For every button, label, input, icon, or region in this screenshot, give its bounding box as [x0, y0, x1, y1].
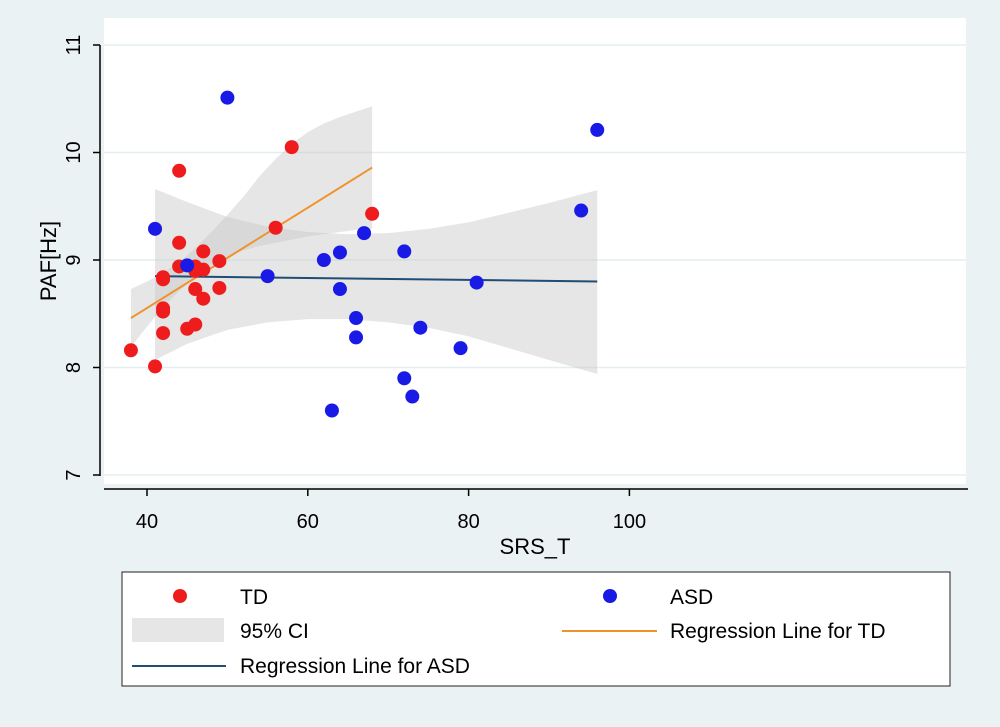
- y-tick-label-9: 9: [63, 254, 85, 265]
- legend-td-line-label: Regression Line for TD: [670, 620, 886, 643]
- x-axis-title: SRS_T: [500, 534, 571, 559]
- td-point-1: [148, 359, 163, 374]
- x-tick-label-80: 80: [457, 511, 479, 533]
- td-point-22: [365, 206, 380, 221]
- asd-point-6: [332, 245, 347, 260]
- asd-point-7: [332, 282, 347, 297]
- asd-point-9: [349, 330, 364, 345]
- td-point-16: [196, 262, 211, 277]
- td-point-20: [268, 220, 283, 235]
- td-point-15: [196, 244, 211, 259]
- legend-td-label: TD: [240, 586, 268, 609]
- gridlines: [104, 44, 966, 476]
- x-tick-label-100: 100: [613, 511, 646, 533]
- x-tick-label-60: 60: [297, 511, 319, 533]
- y-tick-label-8: 8: [63, 362, 85, 373]
- asd-point-12: [397, 371, 412, 386]
- td-point-8: [172, 235, 187, 250]
- td-point-14: [188, 317, 203, 332]
- y-axis-title: PAF[Hz]: [36, 221, 61, 301]
- td-point-5: [156, 304, 171, 319]
- legend-ci-swatch: [132, 618, 224, 642]
- legend-asd-marker: [603, 589, 617, 603]
- asd-point-14: [413, 320, 428, 335]
- plot-area: [104, 18, 966, 484]
- y-tick-label-10: 10: [63, 141, 85, 163]
- legend-asd-line-label: Regression Line for ASD: [240, 655, 470, 678]
- td-point-3: [156, 272, 171, 287]
- td-regression-line: [130, 166, 373, 319]
- x-tick-label-40: 40: [136, 511, 158, 533]
- asd-point-15: [453, 341, 468, 356]
- confidence-bands: [130, 106, 598, 374]
- asd-point-3: [260, 269, 275, 284]
- ci-band-0: [130, 106, 373, 348]
- data-points: [123, 90, 605, 418]
- td-point-7: [172, 163, 187, 178]
- asd-point-11: [397, 244, 412, 259]
- asd-point-5: [324, 403, 339, 418]
- asd-point-8: [349, 311, 364, 326]
- asd-point-18: [590, 122, 605, 137]
- asd-point-10: [357, 226, 372, 241]
- td-point-18: [212, 254, 227, 269]
- asd-point-13: [405, 389, 420, 404]
- td-point-6: [156, 326, 171, 341]
- td-point-21: [284, 140, 299, 155]
- td-point-19: [212, 280, 227, 295]
- ci-band-1: [155, 189, 598, 374]
- legend: TD ASD 95% CI Regression Line for TD Reg…: [121, 571, 951, 687]
- y-tick-label-7: 7: [63, 469, 85, 480]
- legend-td-marker: [173, 589, 187, 603]
- legend-asd-label: ASD: [670, 586, 713, 609]
- asd-point-4: [316, 253, 331, 267]
- asd-point-1: [180, 258, 195, 273]
- legend-box: [121, 571, 951, 687]
- td-point-17: [196, 291, 211, 306]
- td-point-13: [188, 282, 203, 297]
- asd-point-2: [220, 90, 235, 105]
- axis-ticks: 40 60 80 100 7 8 9 10 11: [63, 35, 646, 533]
- asd-regression-line: [155, 275, 598, 283]
- td-point-0: [123, 343, 138, 358]
- asd-point-0: [148, 221, 163, 236]
- asd-point-16: [469, 275, 484, 290]
- asd-point-17: [574, 203, 589, 218]
- y-tick-label-11: 11: [63, 35, 85, 56]
- legend-ci-label: 95% CI: [240, 620, 309, 643]
- regression-lines: [130, 166, 598, 319]
